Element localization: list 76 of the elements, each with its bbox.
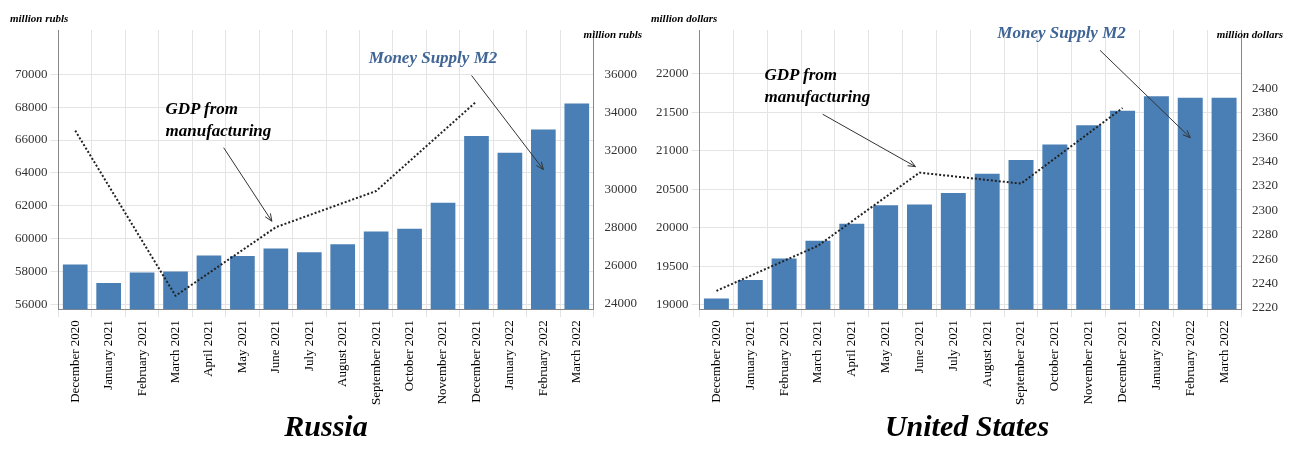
y-tick-label: 21500: [656, 103, 689, 119]
y2-tick-label: 30000: [604, 180, 637, 196]
y-tick-label: 22000: [656, 65, 689, 81]
y-tick-label: 21000: [656, 142, 689, 158]
y2-axis-title: million dollars: [1216, 28, 1283, 40]
line-series: [715, 107, 1124, 292]
x-tick-label: November 2021: [434, 320, 450, 405]
y2-tick-label: 2360: [1252, 128, 1278, 144]
x-tick-label: September 2021: [1012, 320, 1028, 405]
y-tick-label: 20000: [656, 219, 689, 235]
y-tick-label: 19000: [656, 295, 689, 311]
line-series: [74, 100, 478, 297]
x-tick-label: April 2021: [843, 320, 859, 377]
x-tick-label: December 2021: [1113, 320, 1129, 403]
text: Russia: [283, 408, 369, 444]
y2-tick-label: 36000: [604, 66, 637, 82]
y-tick-label: 66000: [15, 131, 48, 147]
y2-tick-label: 2260: [1252, 250, 1278, 266]
y-tick-label: 68000: [15, 98, 48, 114]
y2-tick-label: 2240: [1252, 274, 1278, 290]
y2-tick-label: 2320: [1252, 177, 1278, 193]
y-tick-label: 20500: [656, 180, 689, 196]
y2-axis-title: million rubls: [583, 28, 642, 40]
x-tick-label: October 2021: [401, 320, 417, 392]
x-tick-label: January 2021: [100, 320, 116, 390]
x-tick-label: March 2022: [1215, 320, 1231, 384]
x-tick-label: December 2020: [66, 320, 82, 403]
y2-tick-label: 2400: [1252, 79, 1278, 95]
x-tick-label: July 2021: [300, 320, 316, 372]
y2-tick-label: 2340: [1252, 153, 1278, 169]
x-tick-label: February 2022: [534, 320, 550, 397]
y-tick-label: 62000: [15, 197, 48, 213]
text: Money Supply M2: [367, 48, 498, 68]
y-tick-label: 19500: [656, 257, 689, 273]
y-tick-label: 70000: [15, 65, 48, 81]
x-tick-label: November 2021: [1080, 320, 1096, 405]
y2-tick-label: 32000: [604, 142, 637, 158]
text: GDP from manufacturing: [165, 98, 272, 140]
text: United States: [883, 408, 1051, 444]
x-tick-label: January 2021: [741, 320, 757, 390]
text: GDP from manufacturing: [764, 65, 871, 107]
y-axis-title: million dollars: [651, 12, 718, 24]
x-tick-label: February 2021: [133, 320, 149, 397]
x-tick-label: January 2022: [1147, 320, 1163, 390]
x-tick-label: March 2021: [809, 320, 825, 384]
y2-tick-label: 2380: [1252, 104, 1278, 120]
x-tick-label: December 2021: [467, 320, 483, 403]
x-tick-label: May 2021: [877, 320, 893, 374]
y2-tick-label: 26000: [604, 256, 637, 272]
x-tick-label: March 2021: [166, 320, 182, 384]
y-tick-label: 58000: [15, 262, 48, 278]
x-tick-label: January 2022: [501, 320, 517, 390]
y2-tick-label: 2280: [1252, 226, 1278, 242]
x-tick-label: September 2021: [367, 320, 383, 405]
y2-tick-label: 2300: [1252, 201, 1278, 217]
x-tick-label: March 2022: [568, 320, 584, 384]
x-tick-label: June 2021: [267, 320, 283, 374]
y-tick-label: 60000: [15, 229, 48, 245]
x-tick-label: July 2021: [944, 320, 960, 372]
x-tick-label: June 2021: [910, 320, 926, 374]
y-axis-title: million rubls: [10, 12, 69, 24]
x-tick-label: February 2021: [775, 320, 791, 397]
x-tick-label: April 2021: [200, 320, 216, 377]
x-tick-label: February 2022: [1181, 320, 1197, 397]
x-tick-label: August 2021: [334, 320, 350, 387]
text: Money Supply M2: [996, 23, 1127, 43]
x-tick-label: December 2020: [707, 320, 723, 403]
y-tick-label: 56000: [15, 295, 48, 311]
x-tick-label: October 2021: [1046, 320, 1062, 392]
y2-tick-label: 34000: [604, 104, 637, 120]
x-tick-label: May 2021: [233, 320, 249, 374]
y2-tick-label: 28000: [604, 218, 637, 234]
y2-tick-label: 24000: [604, 294, 637, 310]
y2-tick-label: 2220: [1252, 299, 1278, 315]
x-tick-label: August 2021: [978, 320, 994, 387]
y-tick-label: 64000: [15, 164, 48, 180]
